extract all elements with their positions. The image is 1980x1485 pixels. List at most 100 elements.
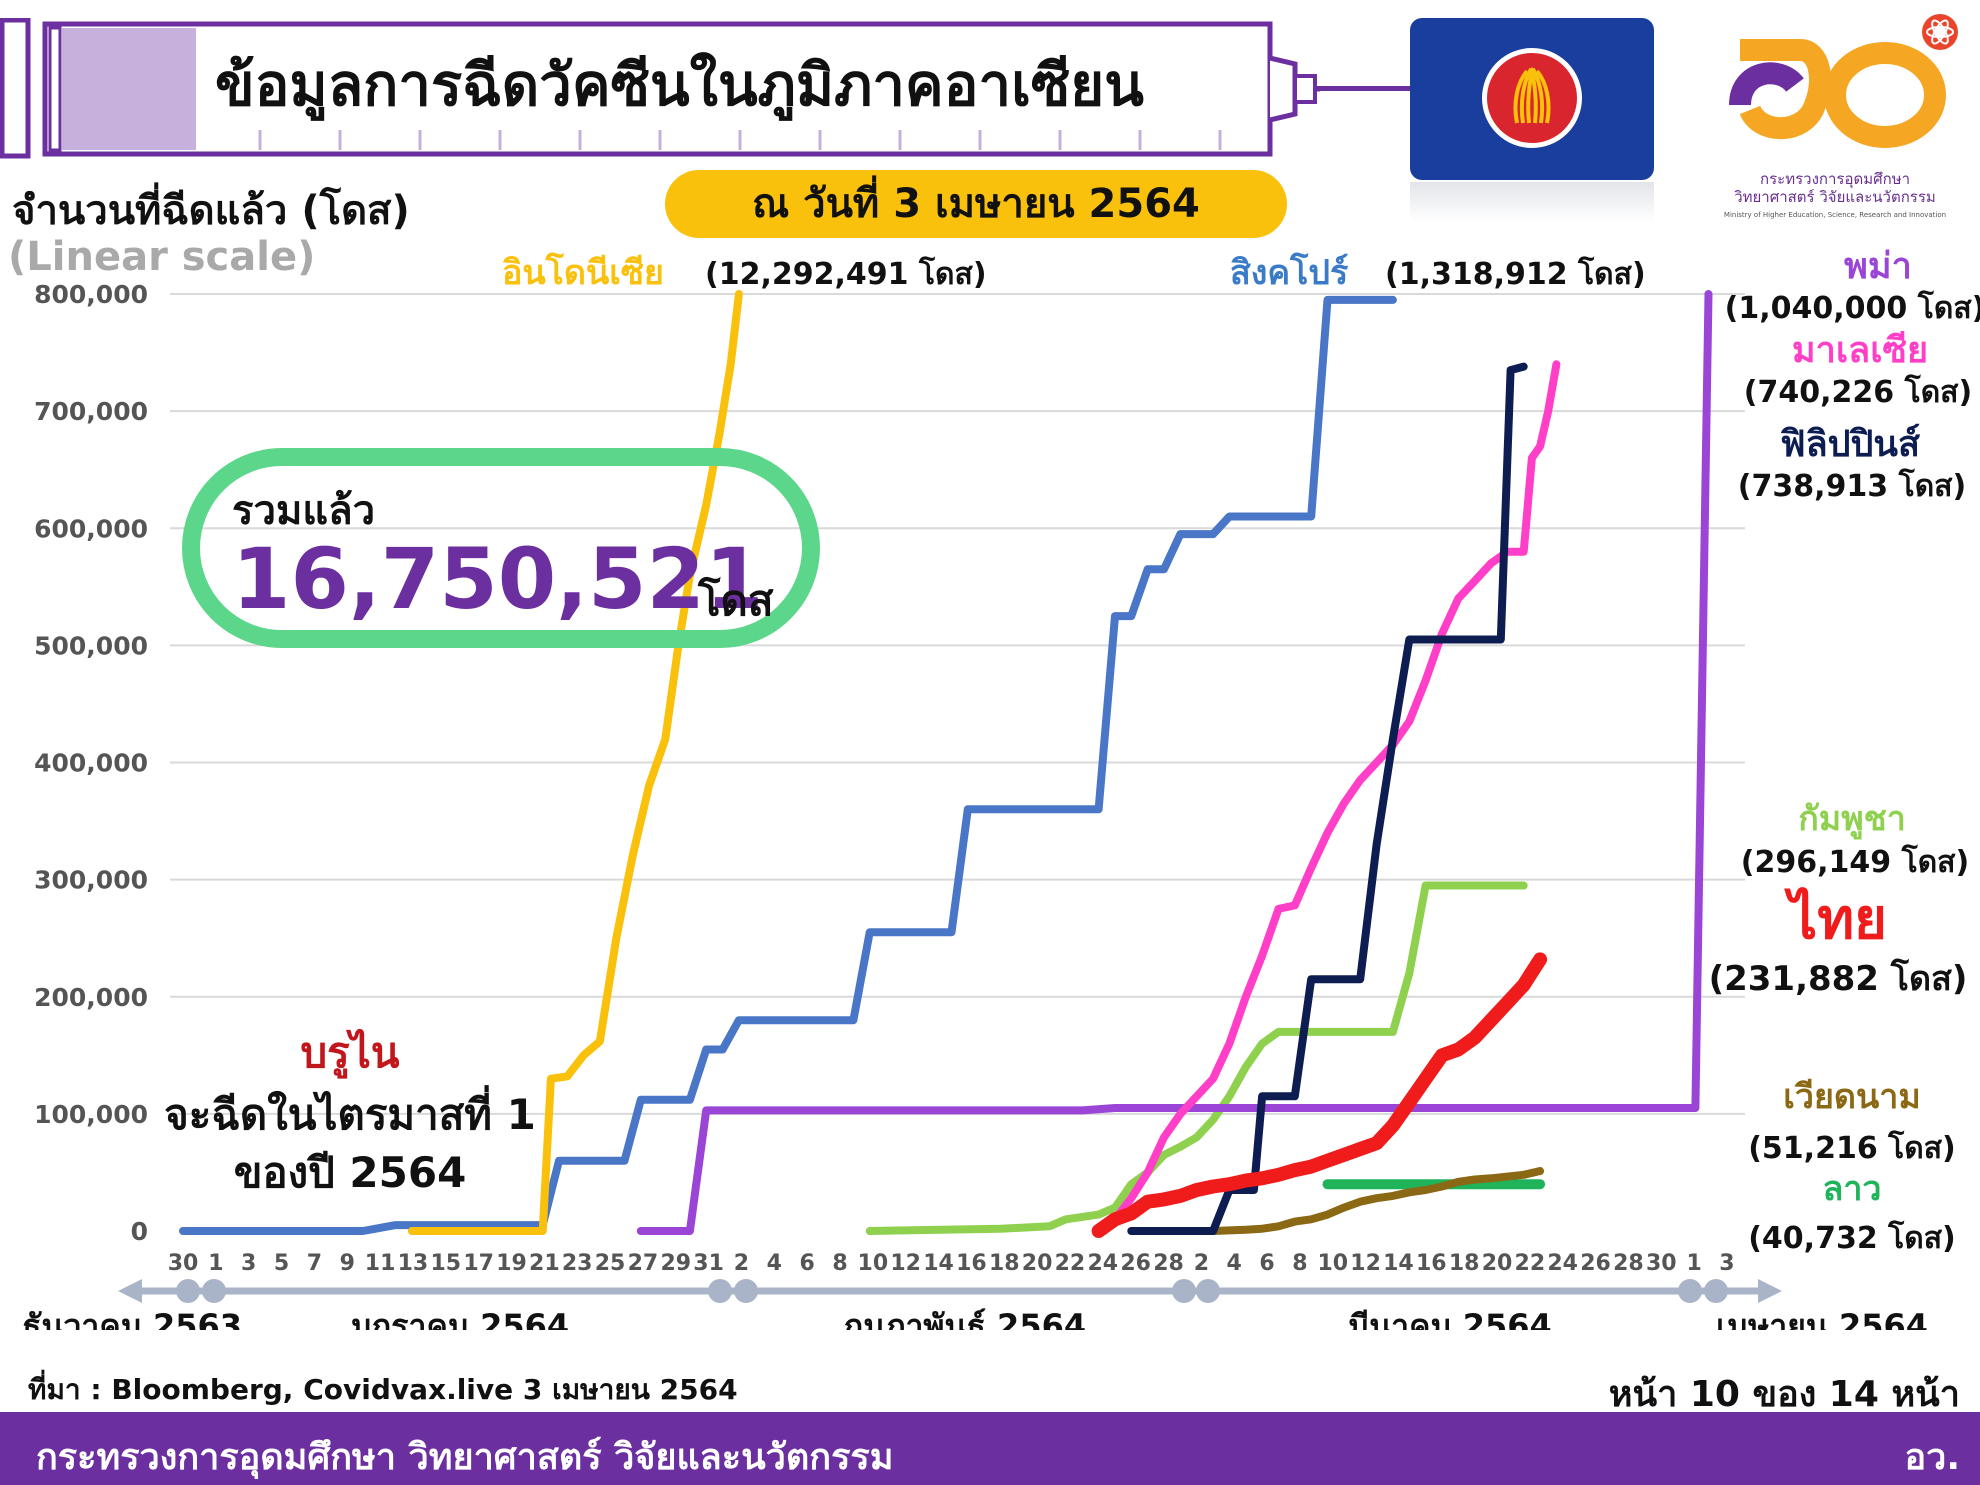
x-tick-label: 10 — [858, 1251, 889, 1276]
page-number: หน้า 10 ของ 14 หน้า — [1608, 1374, 1960, 1415]
footer-abbreviation: อว. — [1904, 1437, 1960, 1478]
ministry-english: Ministry of Higher Education, Science, R… — [1723, 211, 1947, 219]
total-unit: โดส — [698, 576, 774, 625]
month-label: ธันวาคม 2563 — [22, 1307, 242, 1330]
page-title: ข้อมูลการฉีดวัคซีนในภูมิภาคอาเซียน — [215, 51, 1144, 119]
asean-emblem-icon — [1482, 48, 1582, 148]
label-myanmar-name: พม่า — [1844, 246, 1912, 287]
label-vietnam-total: (51,216 โดส) — [1748, 1129, 1956, 1166]
x-tick-label: 30 — [1646, 1251, 1677, 1276]
y-tick-label: 300,000 — [34, 866, 148, 895]
footer-bar — [0, 1412, 1980, 1485]
month-boundary-marker — [708, 1279, 732, 1303]
x-tick-label: 8 — [832, 1251, 847, 1276]
month-boundary-marker — [734, 1279, 758, 1303]
total-label: รวมแล้ว — [232, 488, 376, 534]
x-tick-labels: 30 1 3 5 7 9 11 13 15 17 19 21 23 25 27 29 31 2 4 6 8 10 12 14 1… — [168, 1251, 1735, 1276]
ministry-line2: วิทยาศาสตร์ วิจัยและนวัตกรรม — [1734, 188, 1936, 206]
x-tick-label: 27 — [628, 1251, 659, 1276]
series-line-myanmar — [636, 290, 1713, 1235]
x-tick-label: 15 — [430, 1251, 461, 1276]
asean-flag — [1410, 18, 1654, 180]
x-tick-label: 9 — [340, 1251, 355, 1276]
series-line-singapore — [179, 295, 1397, 1235]
x-tick-label: 24 — [1547, 1251, 1578, 1276]
x-tick-label: 12 — [890, 1251, 921, 1276]
x-tick-label: 12 — [1350, 1251, 1381, 1276]
x-tick-label: 28 — [1613, 1251, 1644, 1276]
series-line-philippines — [1127, 362, 1528, 1235]
x-tick-label: 3 — [1719, 1251, 1734, 1276]
x-tick-label: 16 — [956, 1251, 987, 1276]
label-thailand-name: ไทย — [1784, 886, 1887, 952]
month-boundary-marker — [1704, 1279, 1728, 1303]
label-malaysia-total: (740,226 โดส) — [1744, 373, 1972, 410]
series-labels: อินโดนีเซีย (12,292,491 โดส) สิงคโปร์ (1,31… — [502, 246, 1980, 1256]
x-tick-label: 26 — [1120, 1251, 1151, 1276]
y-tick-label: 800,000 — [34, 280, 148, 309]
label-laos-name: ลาว — [1822, 1169, 1881, 1209]
month-label: มกราคม 2564 — [351, 1307, 569, 1330]
ministry-line1: กระทรวงการอุดมศึกษา — [1760, 170, 1910, 188]
series-line-vietnam — [1209, 1167, 1545, 1235]
x-tick-label: 28 — [1153, 1251, 1184, 1276]
month-boundary-marker — [176, 1279, 200, 1303]
month-label: กุมภาพันธ์ 2564 — [844, 1307, 1086, 1330]
x-axis-arrow-left-icon — [118, 1279, 142, 1303]
x-tick-label: 6 — [1259, 1251, 1274, 1276]
total-value: 16,750,521 — [232, 530, 764, 628]
label-indonesia-total: (12,292,491 โดส) — [705, 255, 987, 292]
x-tick-label: 25 — [595, 1251, 626, 1276]
x-tick-label: 19 — [496, 1251, 527, 1276]
brunei-label: บรูไน — [300, 1028, 400, 1077]
x-tick-label: 18 — [989, 1251, 1020, 1276]
y-tick-label: 500,000 — [34, 631, 148, 660]
y-tick-labels: 0 100,000 200,000 300,000 400,000 500,000 600,… — [34, 280, 148, 1246]
x-tick-label: 7 — [307, 1251, 322, 1276]
label-cambodia-total: (296,149 โดส) — [1741, 843, 1969, 880]
x-tick-label: 18 — [1449, 1251, 1480, 1276]
x-tick-label: 30 — [168, 1251, 199, 1276]
x-tick-label: 1 — [208, 1251, 223, 1276]
x-tick-label: 17 — [463, 1251, 494, 1276]
vaccination-line-chart: 0 100,000 200,000 300,000 400,000 500,000 600,… — [22, 246, 1980, 1330]
brunei-note-line2: ของปี 2564 — [233, 1148, 467, 1197]
x-tick-label: 31 — [693, 1251, 724, 1276]
x-tick-label: 3 — [241, 1251, 256, 1276]
y-tick-label: 200,000 — [34, 983, 148, 1012]
brunei-note-line1: จะฉีดในไตรมาสที่ 1 — [164, 1090, 536, 1139]
x-tick-label: 4 — [1227, 1251, 1242, 1276]
x-tick-label: 26 — [1580, 1251, 1611, 1276]
y-tick-label: 400,000 — [34, 749, 148, 778]
x-tick-label: 2 — [1194, 1251, 1209, 1276]
month-boundary-marker — [1678, 1279, 1702, 1303]
date-badge: ณ วันที่ 3 เมษายน 2564 — [665, 170, 1287, 238]
month-label: เมษายน 2564 — [1716, 1307, 1928, 1330]
label-philippines-total: (738,913 โดส) — [1738, 467, 1966, 504]
x-tick-label: 2 — [734, 1251, 749, 1276]
label-singapore-total: (1,318,912 โดส) — [1385, 255, 1646, 292]
x-tick-label: 20 — [1482, 1251, 1513, 1276]
x-tick-label: 14 — [1383, 1251, 1414, 1276]
x-tick-label: 13 — [398, 1251, 429, 1276]
x-tick-label: 24 — [1087, 1251, 1118, 1276]
label-vietnam-name: เวียดนาม — [1783, 1077, 1920, 1117]
month-label: มีนาคม 2564 — [1348, 1307, 1552, 1330]
y-tick-label: 0 — [131, 1217, 148, 1246]
flag-reflection — [1410, 182, 1654, 222]
label-cambodia-name: กัมพูชา — [1798, 799, 1906, 840]
ministry-caption: กระทรวงการอุดมศึกษา วิทยาศาสตร์ วิจัยและ… — [1700, 170, 1970, 224]
footer-ministry: กระทรวงการอุดมศึกษา วิทยาศาสตร์ วิจัยและ… — [36, 1437, 894, 1478]
x-tick-label: 6 — [799, 1251, 814, 1276]
x-tick-label: 29 — [660, 1251, 691, 1276]
y-tick-label: 700,000 — [34, 397, 148, 426]
x-tick-label: 23 — [562, 1251, 593, 1276]
y-tick-label: 600,000 — [34, 514, 148, 543]
label-thailand-total: (231,882 โดส) — [1709, 958, 1968, 999]
x-tick-label: 21 — [529, 1251, 560, 1276]
month-boundary-marker — [1172, 1279, 1196, 1303]
y-tick-label: 100,000 — [34, 1100, 148, 1129]
x-tick-label: 10 — [1317, 1251, 1348, 1276]
label-myanmar-total: (1,040,000 โดส) — [1725, 289, 1980, 326]
label-indonesia-name: อินโดนีเซีย — [502, 252, 664, 293]
